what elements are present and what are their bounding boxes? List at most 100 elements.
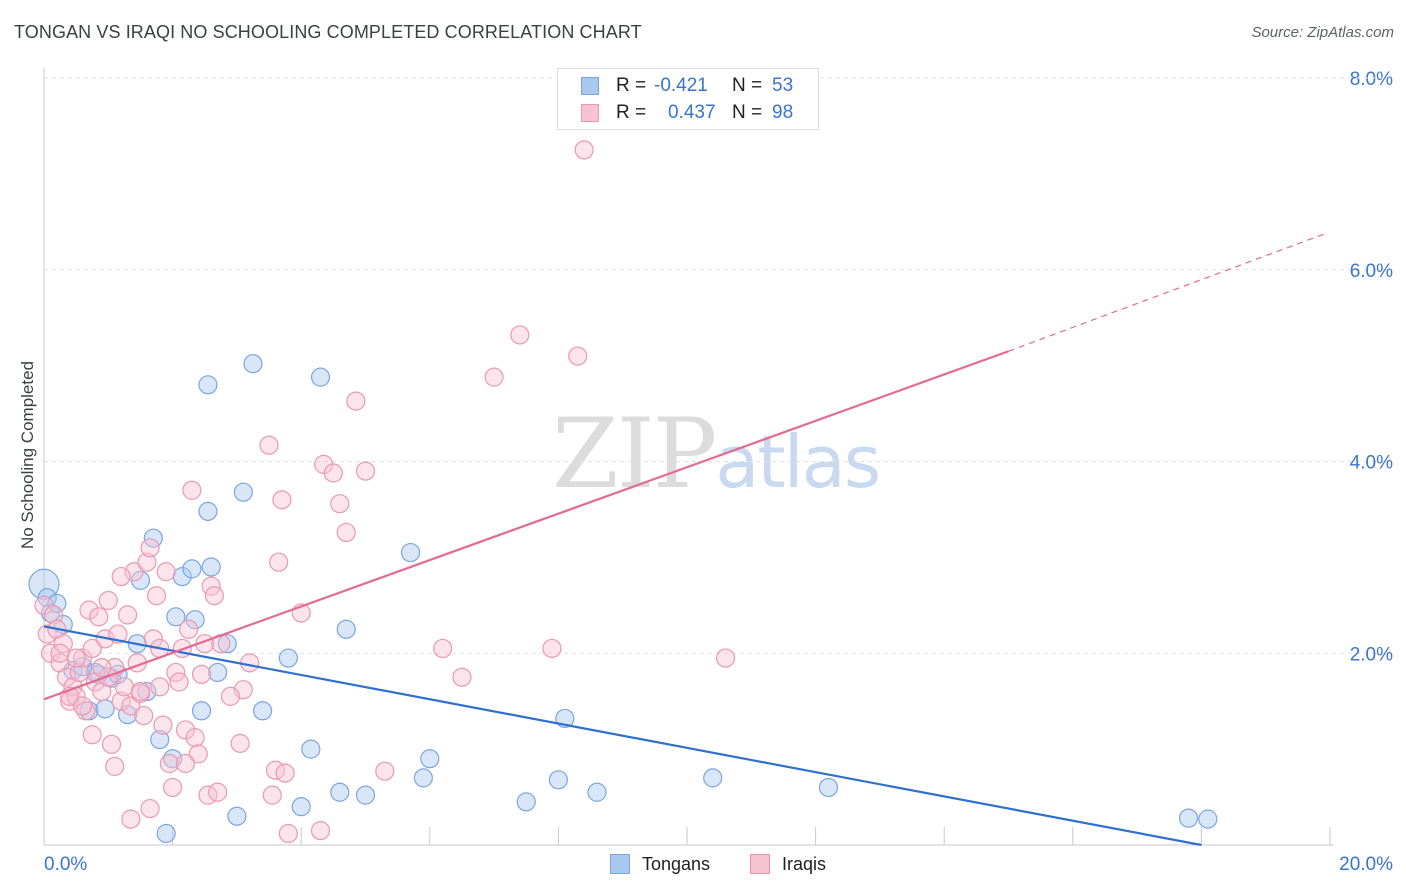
series-tongans: [28, 354, 1218, 844]
data-point-iraqis: [82, 725, 102, 745]
data-point-iraqis: [72, 648, 93, 668]
stats-r-label: R =: [616, 102, 647, 123]
stats-n-value: 98: [772, 102, 794, 123]
trend-line-tongans: [43, 625, 1202, 847]
data-point-iraqis: [188, 744, 208, 764]
y-tick-label: 2.0%: [1350, 644, 1393, 665]
data-point-tongans: [208, 662, 228, 683]
data-point-tongans: [166, 607, 186, 627]
data-point-iraqis: [310, 821, 331, 841]
data-point-iraqis: [542, 638, 562, 659]
stats-n-label: N =: [732, 102, 763, 123]
data-point-tongans: [548, 770, 569, 790]
watermark-zip: ZIP: [552, 398, 717, 510]
data-point-tongans: [198, 375, 218, 395]
data-point-iraqis: [433, 638, 453, 659]
data-point-iraqis: [175, 753, 196, 774]
data-point-iraqis: [111, 691, 131, 711]
data-point-iraqis: [146, 586, 167, 606]
y-tick-label: 6.0%: [1350, 261, 1393, 282]
data-point-tongans: [413, 768, 433, 788]
data-point-iraqis: [117, 605, 138, 625]
data-point-iraqis: [278, 823, 298, 844]
data-point-iraqis: [355, 461, 376, 481]
data-point-iraqis: [156, 562, 176, 582]
data-point-iraqis: [56, 667, 77, 687]
data-point-tongans: [243, 354, 263, 374]
x-tick-label: 0.0%: [44, 854, 87, 875]
data-point-iraqis: [204, 586, 224, 606]
data-point-iraqis: [220, 686, 241, 706]
data-point-iraqis: [452, 667, 472, 687]
stats-r-label: R =: [616, 75, 647, 96]
data-point-tongans: [1178, 808, 1199, 828]
data-point-tongans: [150, 729, 170, 750]
data-point-tongans: [37, 588, 57, 608]
data-point-iraqis: [715, 648, 736, 668]
data-point-iraqis: [272, 490, 292, 510]
x-tick-label: 20.0%: [1339, 854, 1393, 875]
data-point-iraqis: [92, 681, 112, 702]
data-point-tongans: [227, 806, 247, 826]
data-point-tongans: [355, 785, 376, 805]
data-point-tongans: [400, 542, 421, 563]
data-point-iraqis: [85, 672, 106, 692]
legend-swatch-tongans: [610, 854, 630, 874]
data-point-iraqis: [179, 619, 199, 639]
legend-label-tongans: Tongans: [642, 854, 711, 874]
data-point-iraqis: [124, 562, 144, 582]
data-point-iraqis: [130, 681, 151, 702]
data-point-iraqis: [269, 552, 289, 572]
stats-r-value: -0.421: [654, 75, 708, 96]
data-point-iraqis: [50, 643, 70, 663]
data-point-iraqis: [134, 705, 154, 726]
stats-n-label: N =: [732, 75, 763, 96]
data-point-iraqis: [44, 605, 64, 625]
data-point-iraqis: [230, 733, 250, 753]
source-credit: Source: ZipAtlas.com: [1251, 24, 1394, 41]
data-point-iraqis: [346, 391, 366, 411]
data-point-tongans: [233, 482, 253, 502]
data-point-iraqis: [98, 590, 118, 611]
data-point-iraqis: [153, 715, 173, 735]
data-point-iraqis: [262, 785, 282, 805]
data-point-tongans: [336, 619, 356, 639]
data-point-iraqis: [72, 696, 93, 716]
data-point-iraqis: [185, 728, 205, 748]
y-tick-label: 8.0%: [1350, 69, 1393, 90]
data-point-tongans: [201, 557, 221, 577]
data-point-tongans: [310, 367, 331, 387]
data-point-tongans: [278, 648, 298, 668]
y-tick-label: 4.0%: [1350, 453, 1393, 474]
stats-swatch-tongans: [581, 77, 599, 95]
series-iraqis: [34, 140, 736, 844]
data-point-iraqis: [79, 600, 99, 620]
data-point-iraqis: [137, 552, 157, 572]
data-point-iraqis: [140, 538, 160, 558]
legend-swatch-iraqis: [750, 854, 770, 874]
data-point-iraqis: [101, 734, 122, 754]
data-point-iraqis: [82, 638, 102, 659]
data-point-tongans: [587, 782, 607, 802]
data-point-iraqis: [159, 753, 179, 774]
data-point-iraqis: [574, 140, 594, 160]
data-point-iraqis: [34, 595, 54, 615]
data-point-tongans: [330, 782, 350, 802]
data-point-tongans: [217, 634, 237, 654]
data-point-iraqis: [40, 643, 61, 663]
data-point-tongans: [156, 823, 176, 844]
stats-r-value: 0.437: [668, 102, 716, 123]
data-point-tongans: [40, 603, 61, 623]
data-point-iraqis: [259, 435, 279, 455]
data-point-tongans: [1198, 809, 1218, 829]
data-point-iraqis: [240, 653, 260, 673]
data-point-tongans: [291, 797, 311, 817]
data-point-iraqis: [140, 798, 160, 819]
chart-title: TONGAN VS IRAQI NO SCHOOLING COMPLETED C…: [14, 22, 642, 42]
data-point-iraqis: [484, 367, 504, 387]
data-point-iraqis: [92, 658, 112, 678]
data-point-iraqis: [182, 480, 202, 500]
data-point-iraqis: [89, 607, 109, 627]
data-point-tongans: [253, 701, 273, 721]
data-point-iraqis: [105, 756, 125, 776]
